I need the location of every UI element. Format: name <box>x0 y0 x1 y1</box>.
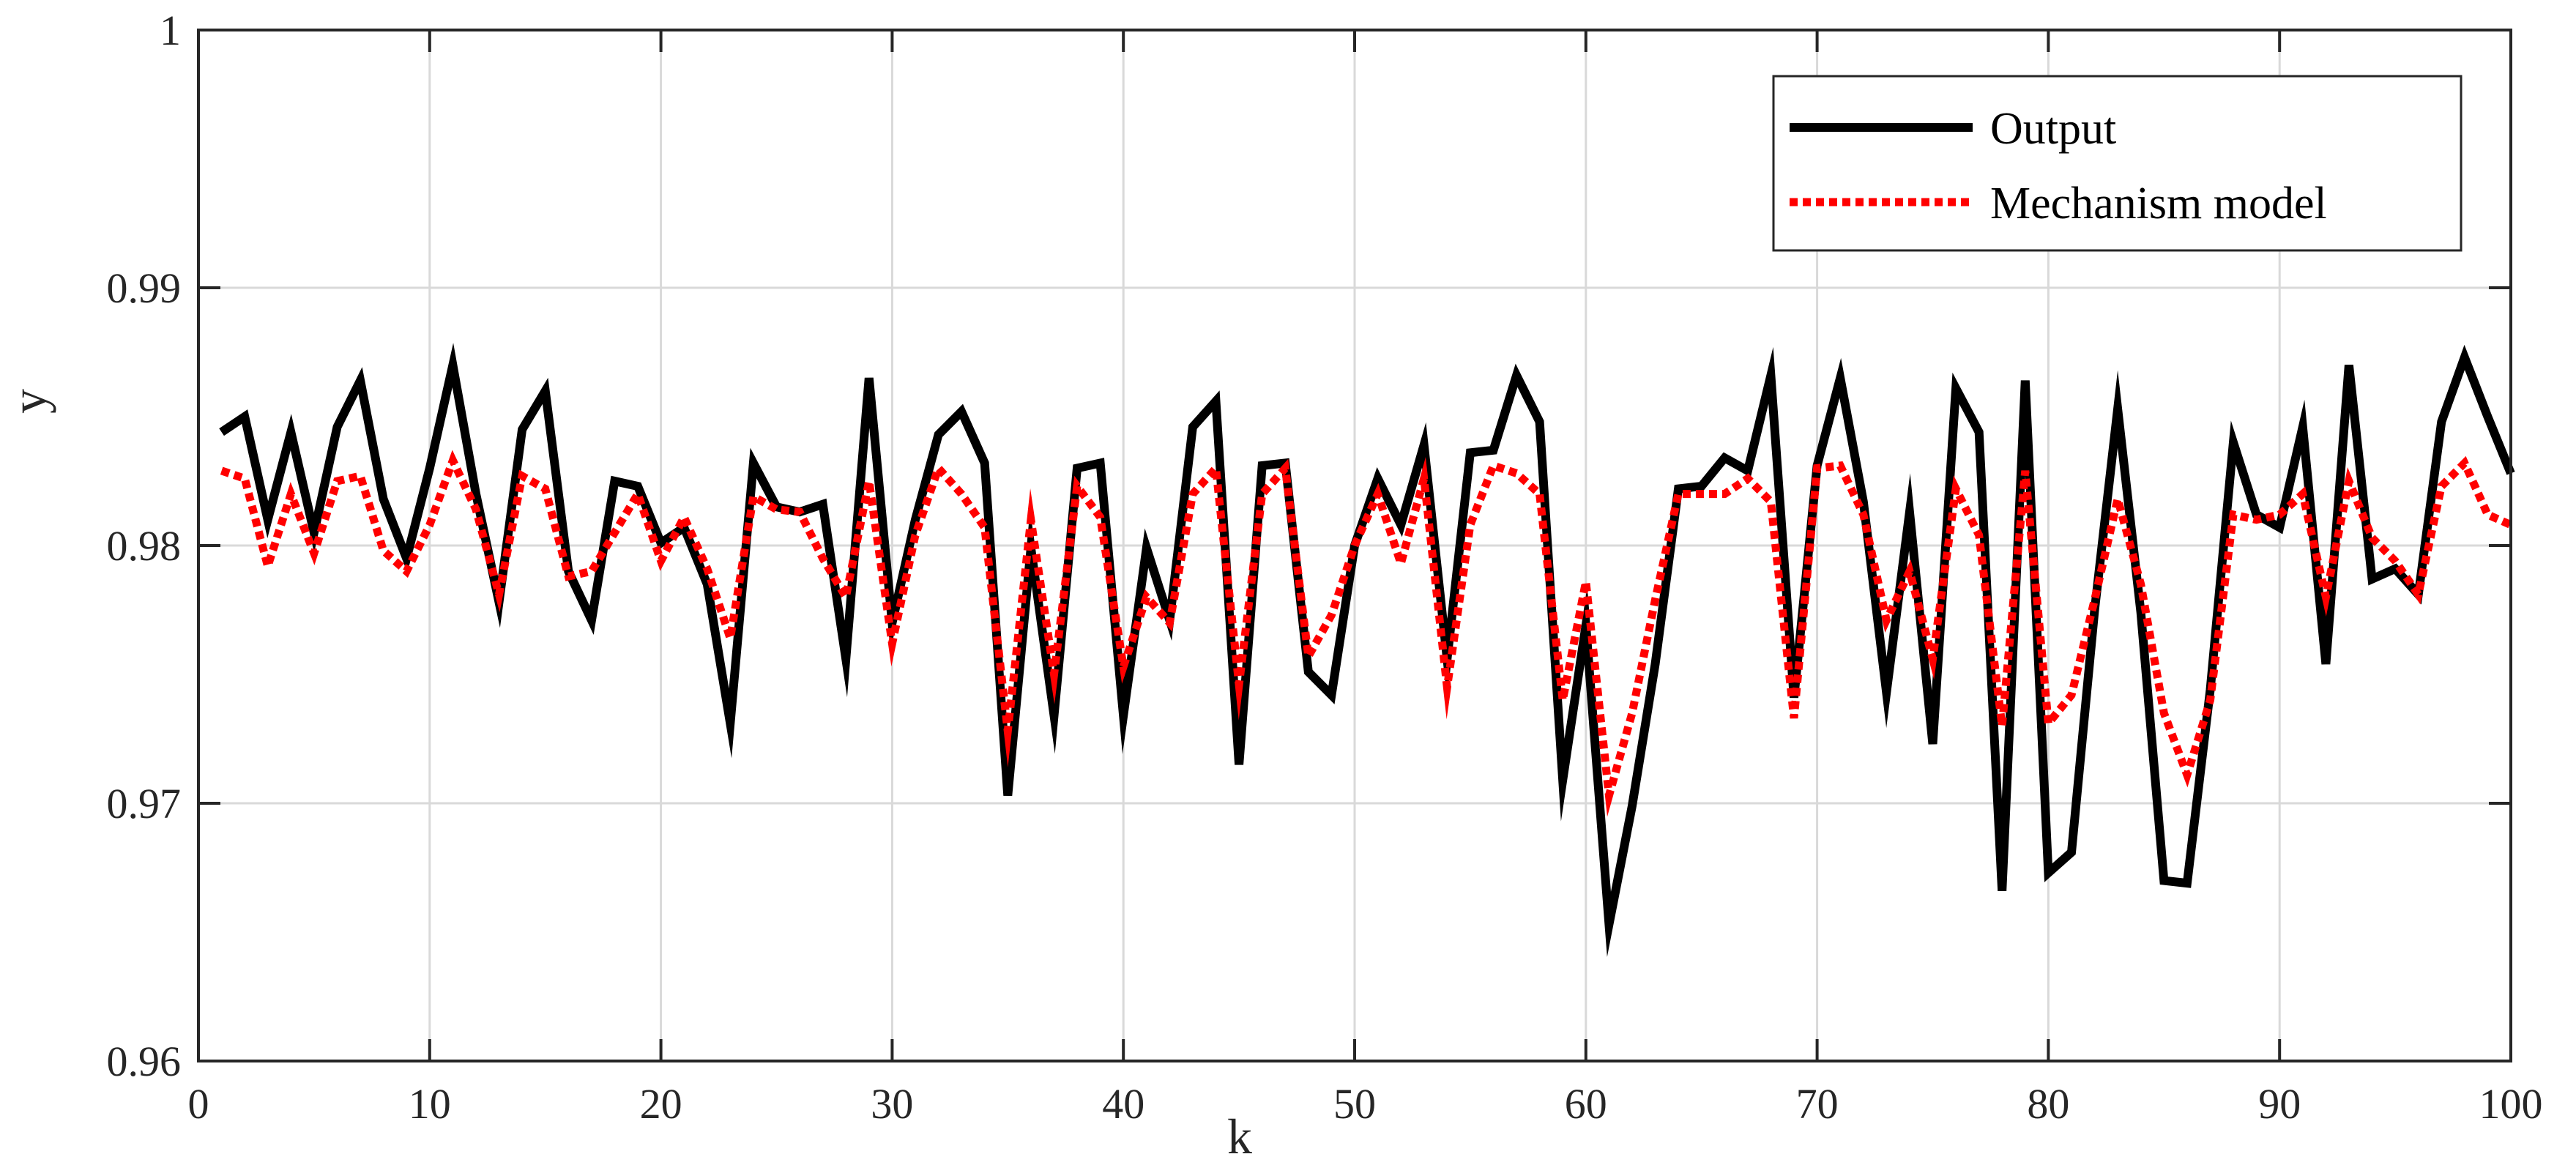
x-axis-label: k <box>1227 1109 1252 1164</box>
y-tick-label: 0.99 <box>107 264 182 312</box>
x-tick-label: 80 <box>2027 1080 2069 1128</box>
y-tick-label: 0.96 <box>107 1038 182 1085</box>
x-tick-label: 0 <box>188 1080 209 1128</box>
x-tick-label: 50 <box>1333 1080 1376 1128</box>
y-tick-label: 0.97 <box>107 780 182 827</box>
x-tick-label: 90 <box>2258 1080 2301 1128</box>
y-tick-label: 0.98 <box>107 522 182 570</box>
axis-ticks <box>197 29 2512 1062</box>
legend-label-output: Output <box>1990 104 2116 154</box>
series-layer <box>219 343 2515 957</box>
x-tick-label: 60 <box>1565 1080 1607 1128</box>
x-tick-label: 70 <box>1796 1080 1839 1128</box>
tick-labels: 0 10 20 30 40 50 60 70 80 90 100 0.96 0.97 0.98 0.99 1 <box>107 7 2543 1128</box>
series-line-mechanism-model <box>220 450 2513 817</box>
legend-box <box>1772 75 2463 252</box>
legend: Output Mechanism model <box>1772 75 2463 252</box>
x-tick-label: 20 <box>640 1080 682 1128</box>
x-tick-label: 30 <box>871 1080 913 1128</box>
x-tick-label: 100 <box>2479 1080 2543 1128</box>
legend-label-mechanism-model: Mechanism model <box>1990 179 2327 228</box>
y-axis-label: y <box>1 389 56 414</box>
y-tick-label: 1 <box>160 7 181 54</box>
x-tick-label: 10 <box>409 1080 451 1128</box>
x-tick-label: 40 <box>1102 1080 1144 1128</box>
series-line-output <box>219 343 2515 957</box>
